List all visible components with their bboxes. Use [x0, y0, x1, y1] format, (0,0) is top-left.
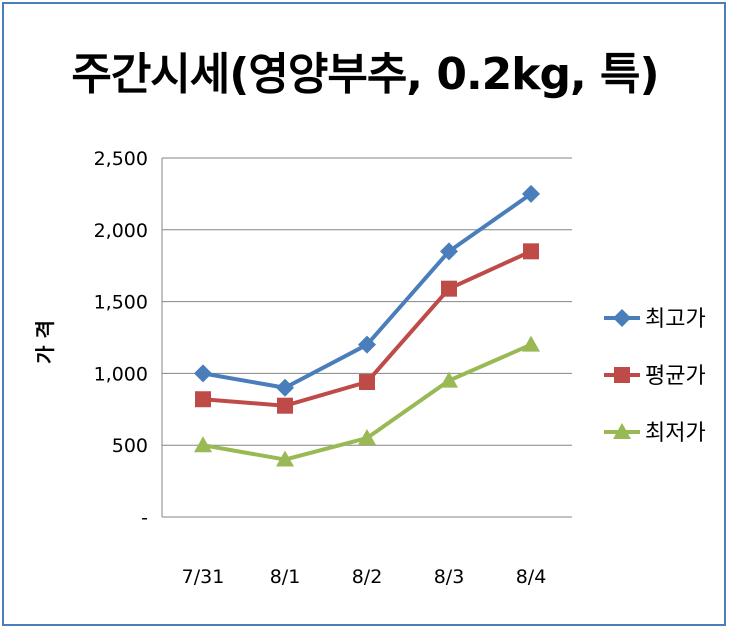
data-point: [522, 184, 540, 203]
y-tick-labels: - 500 1,000 1,500 2,000 2,500: [94, 148, 148, 529]
legend-marker: [613, 423, 631, 439]
y-axis-label: 가 격: [33, 320, 57, 364]
x-tick-label: 8/3: [434, 566, 465, 588]
series-line: [201, 191, 533, 390]
x-tick-labels: 7/31 8/1 8/2 8/3 8/4: [182, 566, 547, 588]
y-tick-label: 2,500: [94, 148, 148, 170]
data-point: [276, 450, 294, 467]
series-layer: [194, 184, 540, 467]
data-point: [523, 243, 539, 260]
data-point: [277, 397, 293, 414]
x-tick-label: 8/2: [352, 566, 383, 588]
data-point: [194, 364, 212, 383]
data-point: [358, 429, 376, 446]
data-point: [276, 378, 294, 397]
data-point: [440, 371, 458, 388]
data-point: [440, 242, 458, 261]
legend-label: 평균가: [645, 364, 706, 389]
y-tick-label: 1,500: [94, 292, 148, 314]
data-point: [359, 374, 375, 391]
data-point: [195, 391, 211, 408]
legend-label: 최저가: [645, 421, 706, 446]
x-tick-label: 8/1: [270, 566, 301, 588]
x-tick-label: 7/31: [182, 566, 225, 588]
legend-marker: [613, 309, 631, 327]
data-point: [441, 280, 457, 297]
axes: [161, 158, 572, 518]
chart-title: 주간시세(영양부추, 0.2kg, 특): [71, 49, 659, 100]
data-point: [522, 335, 540, 352]
legend-label: 최고가: [645, 307, 706, 332]
x-tick-label: 8/4: [516, 566, 547, 588]
data-point: [358, 335, 376, 354]
y-tick-label: 1,000: [94, 363, 148, 385]
y-tick-label: -: [141, 507, 148, 529]
gridlines: [162, 157, 572, 446]
legend-marker: [614, 367, 630, 383]
y-tick-label: 2,000: [94, 220, 148, 242]
data-point: [194, 436, 212, 453]
y-tick-label: 500: [112, 435, 148, 457]
